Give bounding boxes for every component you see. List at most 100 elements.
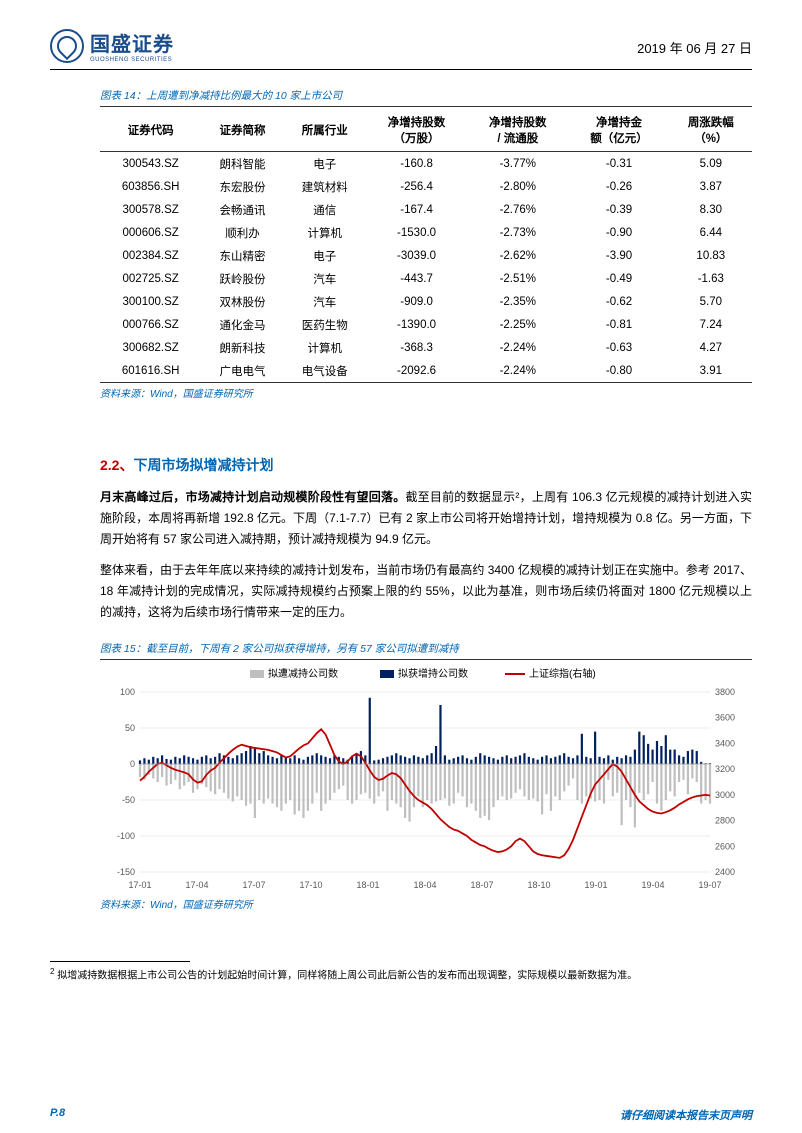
svg-text:3200: 3200	[715, 764, 735, 774]
table-row: 300100.SZ双林股份汽车-909.0-2.35%-0.625.70	[100, 290, 752, 313]
table-cell: -909.0	[366, 290, 467, 313]
table-cell: -160.8	[366, 152, 467, 176]
table-cell: -256.4	[366, 175, 467, 198]
table-cell: 300682.SZ	[100, 336, 201, 359]
svg-text:3400: 3400	[715, 739, 735, 749]
svg-text:-100: -100	[117, 831, 135, 841]
table-header-cell: 净增持股数/ 流通股	[467, 111, 568, 152]
table-cell: 000766.SZ	[100, 313, 201, 336]
svg-text:100: 100	[120, 687, 135, 697]
paragraph-1-bold: 月末高峰过后，市场减持计划启动规模阶段性有望回落。	[100, 490, 405, 504]
footnote-text: 拟增减持数据根据上市公司公告的计划起始时间计算，同样将随上周公司此后新公告的发布…	[57, 971, 637, 982]
page-number: P.8	[50, 1107, 65, 1123]
table-cell: -0.81	[568, 313, 669, 336]
table-cell: -0.63	[568, 336, 669, 359]
table-row: 601616.SH广电电气电气设备-2092.6-2.24%-0.803.91	[100, 359, 752, 383]
brand-logo: 国盛证券 GUOSHENG SECURITIES	[50, 28, 174, 63]
svg-text:3600: 3600	[715, 713, 735, 723]
table-cell: -0.31	[568, 152, 669, 176]
report-date: 2019 年 06 月 27 日	[637, 28, 752, 57]
table-row: 000606.SZ顺利办计算机-1530.0-2.73%-0.906.44	[100, 221, 752, 244]
footnote-marker: 2	[50, 967, 54, 976]
table-cell: -2.35%	[467, 290, 568, 313]
table-cell: -2.80%	[467, 175, 568, 198]
table14-source: 资料来源：Wind，国盛证券研究所	[100, 385, 752, 400]
table-cell: 东山精密	[201, 244, 283, 267]
svg-text:18-04: 18-04	[413, 880, 436, 890]
svg-text:-50: -50	[122, 795, 135, 805]
table-cell: 002384.SZ	[100, 244, 201, 267]
brand-name-en: GUOSHENG SECURITIES	[90, 57, 174, 63]
table-cell: 汽车	[284, 290, 366, 313]
table-cell: 电子	[284, 152, 366, 176]
table-cell: 6.44	[670, 221, 752, 244]
footnote: 2 拟增减持数据根据上市公司公告的计划起始时间计算，同样将随上周公司此后新公告的…	[0, 962, 802, 983]
table-header-cell: 证券代码	[100, 111, 201, 152]
svg-text:19-07: 19-07	[698, 880, 721, 890]
chart15-title: 图表 15：截至目前，下周有 2 家公司拟获得增持，另有 57 家公司拟遭到减持	[100, 641, 752, 660]
table-header-cell: 证券简称	[201, 111, 283, 152]
table-row: 002384.SZ东山精密电子-3039.0-2.62%-3.9010.83	[100, 244, 752, 267]
table-row: 300543.SZ朗科智能电子-160.8-3.77%-0.315.09	[100, 152, 752, 176]
table-cell: 东宏股份	[201, 175, 283, 198]
table-cell: 3.91	[670, 359, 752, 383]
section-number: 2.2、	[100, 457, 133, 473]
table-cell: 通信	[284, 198, 366, 221]
table-cell: 601616.SH	[100, 359, 201, 383]
table-cell: -2.25%	[467, 313, 568, 336]
svg-text:0: 0	[130, 759, 135, 769]
table-cell: -0.62	[568, 290, 669, 313]
svg-text:18-07: 18-07	[470, 880, 493, 890]
logo-icon	[50, 29, 84, 63]
table-cell: 会畅通讯	[201, 198, 283, 221]
chart15-container: 图表 15：截至目前，下周有 2 家公司拟获得增持，另有 57 家公司拟遭到减持…	[100, 641, 752, 911]
table14: 证券代码证券简称所属行业净增持股数（万股）净增持股数/ 流通股净增持金额（亿元）…	[100, 111, 752, 383]
table-cell: 朗科智能	[201, 152, 283, 176]
table-header-cell: 周涨跌幅（%）	[670, 111, 752, 152]
svg-text:17-07: 17-07	[242, 880, 265, 890]
svg-text:3000: 3000	[715, 790, 735, 800]
svg-text:17-01: 17-01	[128, 880, 151, 890]
table-cell: 跃岭股份	[201, 267, 283, 290]
svg-text:2400: 2400	[715, 867, 735, 877]
table-cell: 汽车	[284, 267, 366, 290]
brand-name-cn: 国盛证券	[90, 28, 174, 57]
table-cell: 广电电气	[201, 359, 283, 383]
paragraph-1: 月末高峰过后，市场减持计划启动规模阶段性有望回落。截至目前的数据显示²，上周有 …	[100, 487, 752, 550]
table-cell: 10.83	[670, 244, 752, 267]
svg-text:50: 50	[125, 723, 135, 733]
table-cell: -2092.6	[366, 359, 467, 383]
table-cell: -0.90	[568, 221, 669, 244]
table-cell: 300543.SZ	[100, 152, 201, 176]
svg-text:18-01: 18-01	[356, 880, 379, 890]
table-row: 603856.SH东宏股份建筑材料-256.4-2.80%-0.263.87	[100, 175, 752, 198]
table-cell: 电子	[284, 244, 366, 267]
svg-text:18-10: 18-10	[527, 880, 550, 890]
table-cell: 3.87	[670, 175, 752, 198]
footer-disclaimer: 请仔细阅读本报告末页声明	[620, 1107, 752, 1123]
table-cell: -2.62%	[467, 244, 568, 267]
table-cell: 8.30	[670, 198, 752, 221]
table-cell: -1.63	[670, 267, 752, 290]
chart15-source: 资料来源：Wind，国盛证券研究所	[100, 896, 752, 911]
table-cell: 7.24	[670, 313, 752, 336]
table-cell: 5.70	[670, 290, 752, 313]
chart15-svg: -150-100-5005010024002600280030003200340…	[100, 664, 750, 894]
table-cell: 建筑材料	[284, 175, 366, 198]
svg-text:上证综指(右轴): 上证综指(右轴)	[529, 667, 596, 680]
paragraph-2: 整体来看，由于去年年底以来持续的减持计划发布，当前市场仍有最高约 3400 亿规…	[100, 560, 752, 623]
table-cell: 通化金马	[201, 313, 283, 336]
table-row: 300578.SZ会畅通讯通信-167.4-2.76%-0.398.30	[100, 198, 752, 221]
table-cell: -0.26	[568, 175, 669, 198]
table-header-cell: 所属行业	[284, 111, 366, 152]
section-2-2-title: 2.2、下周市场拟增减持计划	[100, 455, 752, 475]
table-cell: -368.3	[366, 336, 467, 359]
table-cell: 300578.SZ	[100, 198, 201, 221]
table-cell: 医药生物	[284, 313, 366, 336]
table-cell: 002725.SZ	[100, 267, 201, 290]
table-cell: 603856.SH	[100, 175, 201, 198]
table-cell: -3.77%	[467, 152, 568, 176]
svg-text:3800: 3800	[715, 687, 735, 697]
table-row: 300682.SZ朗新科技计算机-368.3-2.24%-0.634.27	[100, 336, 752, 359]
table-cell: -2.51%	[467, 267, 568, 290]
